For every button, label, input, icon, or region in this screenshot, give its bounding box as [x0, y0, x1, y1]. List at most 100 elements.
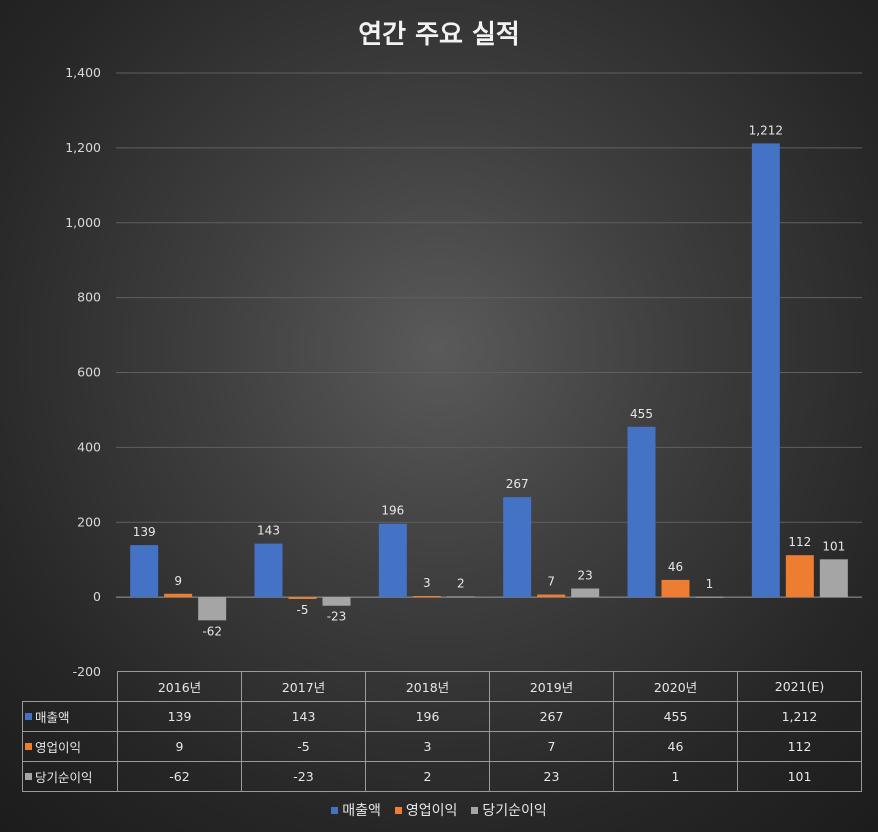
table-cell: 139 [117, 701, 242, 732]
bar-data-labels: 139 9 -62 143 -5 -23 196 3 2 267 7 23 455 46 1 1,212 112… [133, 123, 846, 638]
y-tick-label: 600 [77, 365, 101, 380]
table-cell: 2 [365, 761, 490, 792]
table-corner [23, 672, 118, 702]
table-row: 영업이익 9 -5 3 7 46 112 [22, 731, 862, 762]
table-header-row: 2016년 2017년 2018년 2019년 2020년 2021(E) [23, 671, 862, 702]
bar-영업이익-2020년 [661, 579, 690, 598]
table-cell: -23 [241, 761, 366, 792]
data-label: 1,212 [749, 123, 783, 137]
data-label: -5 [297, 603, 309, 617]
bar-영업이익-2016년 [164, 593, 193, 598]
data-label: 7 [547, 575, 555, 589]
table-row-header: 매출액 [22, 701, 118, 732]
table-column-header: 2021(E) [737, 671, 862, 702]
y-tick-label: 800 [77, 290, 101, 305]
bar-매출액-2018년 [378, 523, 407, 598]
y-tick-label: 1,000 [65, 215, 101, 230]
legend-swatch [471, 807, 479, 814]
data-label: -23 [327, 610, 347, 624]
data-label: 1 [706, 577, 714, 591]
bar-매출액-2019년 [503, 497, 532, 598]
y-tick-label: 200 [77, 514, 101, 529]
legend-item: 영업이익 [394, 800, 458, 820]
legend-label: 당기순이익 [482, 803, 547, 819]
y-tick-label: 1,400 [65, 65, 101, 80]
table-cell: 101 [737, 761, 862, 792]
y-tick-label: 400 [77, 439, 101, 454]
bar-당기순이익-2017년 [322, 597, 351, 606]
data-label: 455 [630, 407, 653, 421]
bar-당기순이익-2021(E) [819, 559, 848, 598]
data-label: -62 [202, 624, 222, 638]
table-cell: 9 [117, 731, 242, 762]
table-cell: -5 [241, 731, 366, 762]
bar-당기순이익-2020년 [695, 596, 724, 598]
series-name: 영업이익 [35, 740, 82, 755]
chart-title: 연간 주요 실적 [358, 20, 520, 50]
table-cell: -62 [117, 761, 242, 792]
data-table: 2016년 2017년 2018년 2019년 2020년 2021(E) 매출액 139 1… [22, 671, 862, 792]
data-label: 112 [788, 535, 811, 549]
legend-item: 당기순이익 [471, 800, 547, 820]
table-cell: 7 [489, 731, 614, 762]
data-label: 23 [578, 569, 593, 583]
legend: 매출액 영업이익 당기순이익 [0, 800, 878, 820]
table-cell: 267 [489, 701, 614, 732]
table-cell: 1 [613, 761, 738, 792]
legend-swatch [25, 773, 32, 780]
table-cell: 46 [613, 731, 738, 762]
bars [130, 143, 848, 621]
legend-swatch [331, 807, 339, 814]
data-label: 101 [822, 539, 845, 553]
bar-매출액-2021(E) [751, 143, 780, 598]
table-cell: 455 [613, 701, 738, 732]
data-label: 196 [381, 504, 404, 518]
table-column-header: 2016년 [117, 671, 242, 702]
bar-매출액-2020년 [627, 426, 656, 598]
data-label: 3 [423, 576, 431, 590]
y-tick-label: 1,200 [65, 140, 101, 155]
table-cell: 23 [489, 761, 614, 792]
legend-label: 영업이익 [405, 803, 458, 819]
bar-매출액-2017년 [254, 543, 283, 598]
table-cell: 112 [737, 731, 862, 762]
table-cell: 3 [365, 731, 490, 762]
data-label: 9 [174, 574, 182, 588]
bar-영업이익-2018년 [412, 596, 441, 598]
table-cell: 143 [241, 701, 366, 732]
legend-swatch [394, 807, 402, 814]
bar-당기순이익-2016년 [198, 597, 227, 621]
data-label: 46 [668, 560, 683, 574]
series-name: 매출액 [35, 710, 70, 725]
bar-당기순이익-2018년 [446, 596, 475, 598]
table-row: 당기순이익 -62 -23 2 23 1 101 [22, 761, 862, 792]
table-row-header: 영업이익 [22, 731, 118, 762]
legend-label: 매출액 [342, 803, 381, 819]
table-column-header: 2020년 [613, 671, 738, 702]
gridlines [116, 72, 862, 598]
table-row-header: 당기순이익 [22, 761, 118, 792]
bar-매출액-2016년 [130, 545, 159, 598]
legend-swatch [25, 743, 32, 750]
series-name: 당기순이익 [35, 770, 93, 785]
y-tick-label: -200 [73, 664, 101, 679]
table-row: 매출액 139 143 196 267 455 1,212 [22, 701, 862, 732]
data-label: 267 [506, 477, 529, 491]
data-label: 2 [457, 576, 465, 590]
legend-item: 매출액 [331, 800, 381, 820]
table-column-header: 2019년 [489, 671, 614, 702]
bar-영업이익-2019년 [537, 594, 566, 598]
legend-swatch [25, 713, 32, 720]
table-cell: 196 [365, 701, 490, 732]
y-tick-label: 0 [93, 589, 101, 604]
table-body: 매출액 139 143 196 267 455 1,212 영업이익 9 -5 3 7 46 112 당기순… [22, 701, 862, 792]
table-cell: 1,212 [737, 701, 862, 732]
y-axis-ticks: -200 0 200 400 600 800 1,000 1,200 1,400 [65, 65, 101, 679]
table-column-header: 2018년 [365, 671, 490, 702]
bar-영업이익-2021(E) [785, 555, 814, 598]
bar-영업이익-2017년 [288, 597, 317, 599]
data-label: 143 [257, 524, 280, 538]
bar-당기순이익-2019년 [571, 588, 600, 598]
data-label: 139 [133, 525, 156, 539]
